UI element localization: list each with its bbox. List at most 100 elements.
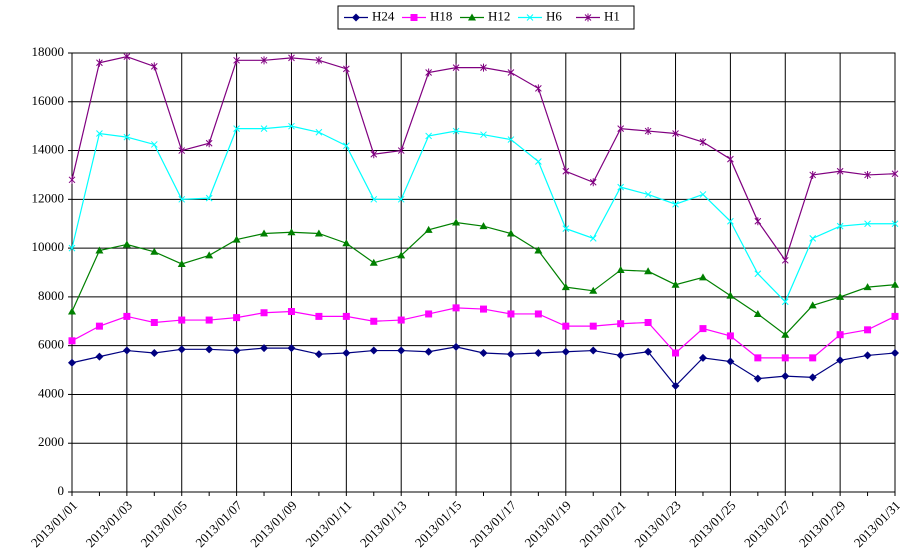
marker [205, 316, 213, 324]
marker [468, 13, 476, 21]
marker [150, 318, 158, 326]
marker [232, 346, 241, 355]
marker [507, 68, 515, 77]
marker [150, 62, 158, 71]
marker [589, 346, 598, 355]
marker [891, 348, 899, 357]
marker [535, 158, 542, 165]
marker [617, 320, 625, 328]
x-tick-label: 2013/01/25 [686, 498, 738, 548]
x-tick-label: 2013/01/23 [631, 498, 683, 548]
marker [177, 345, 186, 354]
x-tick-label: 2013/01/11 [302, 498, 354, 548]
legend-box [337, 5, 635, 30]
marker [672, 200, 679, 208]
marker [561, 347, 570, 356]
marker [68, 244, 76, 252]
marker [589, 178, 597, 187]
marker [150, 247, 159, 255]
marker [589, 286, 598, 294]
x-tick-label: 2013/01/01 [28, 498, 80, 548]
marker [232, 235, 241, 243]
marker [781, 330, 790, 338]
marker [424, 347, 433, 356]
marker [95, 246, 104, 254]
marker [68, 307, 76, 315]
marker [836, 167, 844, 176]
legend-label: H18 [430, 8, 452, 23]
marker [260, 229, 269, 237]
marker [562, 225, 570, 232]
marker [781, 298, 789, 306]
marker [864, 170, 871, 179]
marker [644, 191, 652, 198]
marker [480, 131, 487, 139]
plot-frame [71, 52, 896, 493]
marker [698, 273, 707, 281]
legend-label: H24 [372, 8, 395, 23]
marker [726, 291, 735, 299]
marker [260, 56, 268, 65]
marker [342, 239, 351, 247]
marker [561, 283, 570, 291]
x-tick-label: 2013/01/03 [83, 498, 135, 548]
marker [287, 228, 296, 236]
marker [891, 220, 899, 228]
marker [68, 175, 76, 184]
marker [809, 354, 817, 362]
series-line [71, 125, 895, 303]
series-line [71, 221, 896, 336]
marker [425, 310, 433, 318]
marker [562, 322, 570, 330]
marker [178, 195, 186, 203]
marker [781, 256, 789, 265]
marker [122, 240, 131, 248]
marker [836, 292, 845, 300]
marker [260, 344, 269, 353]
y-tick-label: 0 [58, 483, 65, 498]
marker [506, 229, 515, 237]
y-tick-label: 12000 [32, 190, 65, 205]
marker [699, 325, 707, 333]
marker [616, 266, 625, 274]
y-tick-label: 8000 [38, 288, 64, 303]
y-tick-label: 16000 [32, 93, 65, 108]
y-tick-label: 14000 [32, 142, 65, 157]
marker [397, 346, 406, 355]
marker [863, 351, 872, 360]
marker [369, 258, 378, 266]
marker [534, 246, 543, 254]
marker [644, 267, 653, 275]
marker [754, 217, 762, 226]
marker [452, 342, 461, 351]
x-tick-label: 2013/01/31 [851, 498, 900, 548]
marker [260, 309, 268, 317]
marker [452, 63, 460, 72]
marker [287, 308, 295, 316]
marker [864, 326, 872, 334]
marker [342, 64, 350, 73]
marker [68, 337, 76, 345]
marker [753, 309, 762, 317]
marker [410, 14, 418, 21]
x-tick-label: 2013/01/05 [137, 498, 189, 548]
legend-label: H12 [488, 8, 510, 23]
marker [753, 374, 762, 383]
marker [506, 350, 515, 359]
x-tick-label: 2013/01/13 [357, 498, 409, 548]
marker [425, 68, 432, 77]
marker [809, 170, 817, 179]
marker [836, 331, 844, 339]
marker [480, 63, 487, 72]
marker [535, 84, 542, 93]
marker [534, 310, 542, 318]
marker [589, 322, 597, 330]
marker [397, 195, 405, 203]
marker [507, 136, 515, 143]
marker [287, 344, 296, 353]
marker [205, 345, 214, 354]
marker [754, 354, 762, 362]
marker [727, 155, 734, 164]
marker [754, 270, 762, 278]
marker [644, 347, 653, 356]
